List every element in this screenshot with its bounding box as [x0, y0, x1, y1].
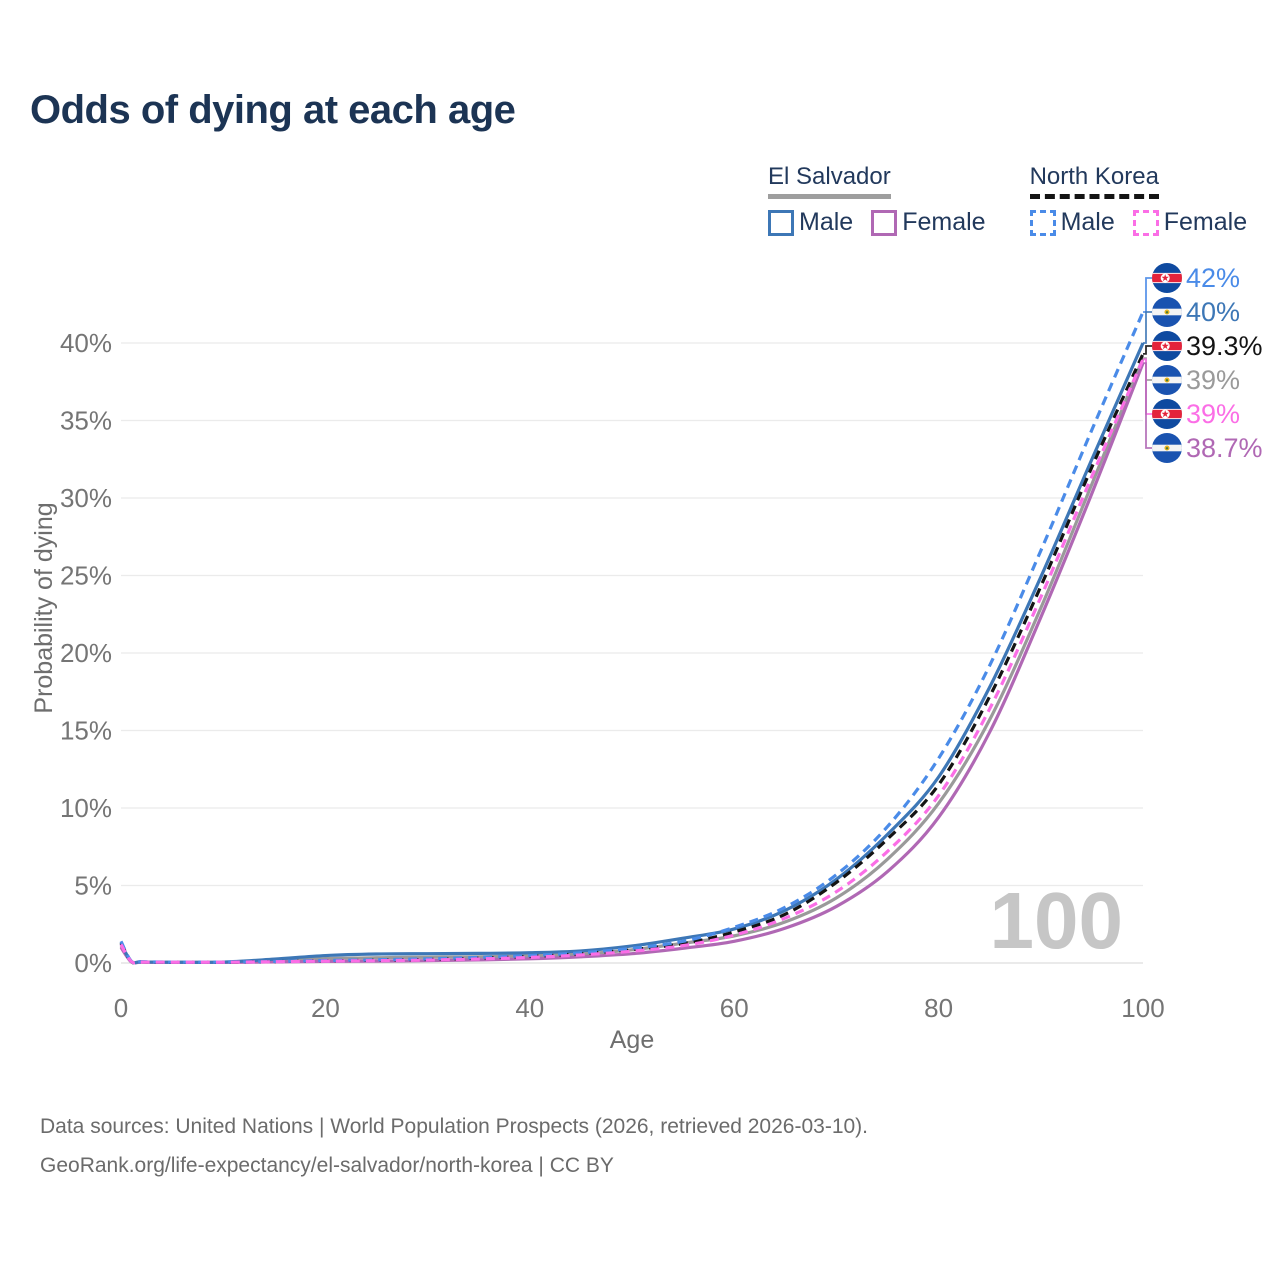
el-salvador-flag-icon	[1152, 433, 1182, 463]
x-tick-label: 40	[515, 993, 544, 1023]
y-tick-label: 20%	[60, 638, 112, 668]
legend-country-north-korea[interactable]: North Korea	[1029, 163, 1159, 199]
legend-item-label: Male	[1060, 208, 1115, 236]
x-tick-label: 60	[720, 993, 749, 1023]
data-sources: Data sources: United Nations | World Pop…	[40, 1107, 868, 1185]
north-korea-flag-icon	[1152, 331, 1182, 361]
end-label-nk_total: 39.3%	[1186, 331, 1263, 361]
end-label-sv_total: 39%	[1186, 365, 1240, 395]
north-korea-female-swatch	[1132, 209, 1159, 236]
y-tick-label: 40%	[60, 328, 112, 358]
legend-group-el-salvador: El Salvador Male Female	[768, 163, 986, 237]
el-salvador-female-swatch	[871, 209, 898, 236]
legend-group-north-korea: North Korea Male Female	[1029, 163, 1248, 237]
legend-item-el-salvador-male[interactable]: Male	[768, 208, 853, 237]
y-tick-label: 0%	[74, 948, 112, 978]
leader-line-nk_total	[1143, 345, 1152, 355]
series-line-nk_female[interactable]	[119, 358, 1145, 965]
x-tick-label: 0	[114, 993, 128, 1023]
x-tick-label: 80	[924, 993, 953, 1023]
end-label-sv_female: 38.7%	[1186, 433, 1263, 463]
el-salvador-flag-icon	[1152, 297, 1182, 327]
x-tick-label: 100	[1121, 993, 1164, 1023]
legend-item-el-salvador-female[interactable]: Female	[871, 208, 986, 237]
legend-item-north-korea-female[interactable]: Female	[1132, 208, 1248, 237]
series-line-nk_male[interactable]	[119, 311, 1145, 965]
y-tick-label: 30%	[60, 483, 112, 513]
x-axis-title: Age	[610, 1026, 654, 1054]
end-label-sv_male: 40%	[1186, 297, 1240, 327]
leader-line-nk_female	[1143, 358, 1152, 415]
legend-row: Male Female	[1029, 208, 1248, 237]
leader-line-sv_total	[1143, 357, 1152, 381]
legend-item-north-korea-male[interactable]: Male	[1029, 208, 1115, 237]
legend-row: Male Female	[768, 208, 986, 237]
y-tick-label: 35%	[60, 406, 112, 436]
series-line-sv_total[interactable]	[119, 357, 1145, 965]
legend-item-label: Female	[902, 208, 986, 236]
legend-item-label: Male	[799, 208, 854, 236]
end-label-nk_female: 39%	[1186, 399, 1240, 429]
y-tick-label: 5%	[74, 871, 112, 901]
legend-item-label: Female	[1163, 208, 1248, 236]
data-sources-line1: Data sources: United Nations | World Pop…	[40, 1115, 869, 1138]
north-korea-male-swatch	[1029, 209, 1056, 236]
end-label-nk_male: 42%	[1186, 263, 1240, 293]
el-salvador-male-swatch	[768, 209, 794, 236]
leader-line-sv_male	[1143, 311, 1152, 344]
y-tick-label: 15%	[60, 716, 112, 746]
y-axis-title: Probability of dying	[30, 502, 58, 713]
leader-line-nk_male	[1143, 277, 1152, 313]
leader-line-sv_female	[1143, 362, 1152, 449]
y-tick-label: 25%	[60, 561, 112, 591]
page-title: Odds of dying at each age	[30, 88, 516, 132]
series-line-nk_total[interactable]	[119, 353, 1145, 965]
north-korea-flag-icon	[1152, 263, 1182, 293]
north-korea-flag-icon	[1152, 399, 1182, 429]
y-tick-label: 10%	[60, 793, 112, 823]
data-sources-line2: GeoRank.org/life-expectancy/el-salvador/…	[40, 1154, 614, 1177]
hovered-age-watermark: 100	[990, 876, 1123, 965]
legend: El Salvador Male Female North Korea Male	[768, 163, 1258, 237]
legend-country-el-salvador[interactable]: El Salvador	[768, 163, 891, 199]
x-tick-label: 20	[311, 993, 340, 1023]
el-salvador-flag-icon	[1152, 365, 1182, 395]
